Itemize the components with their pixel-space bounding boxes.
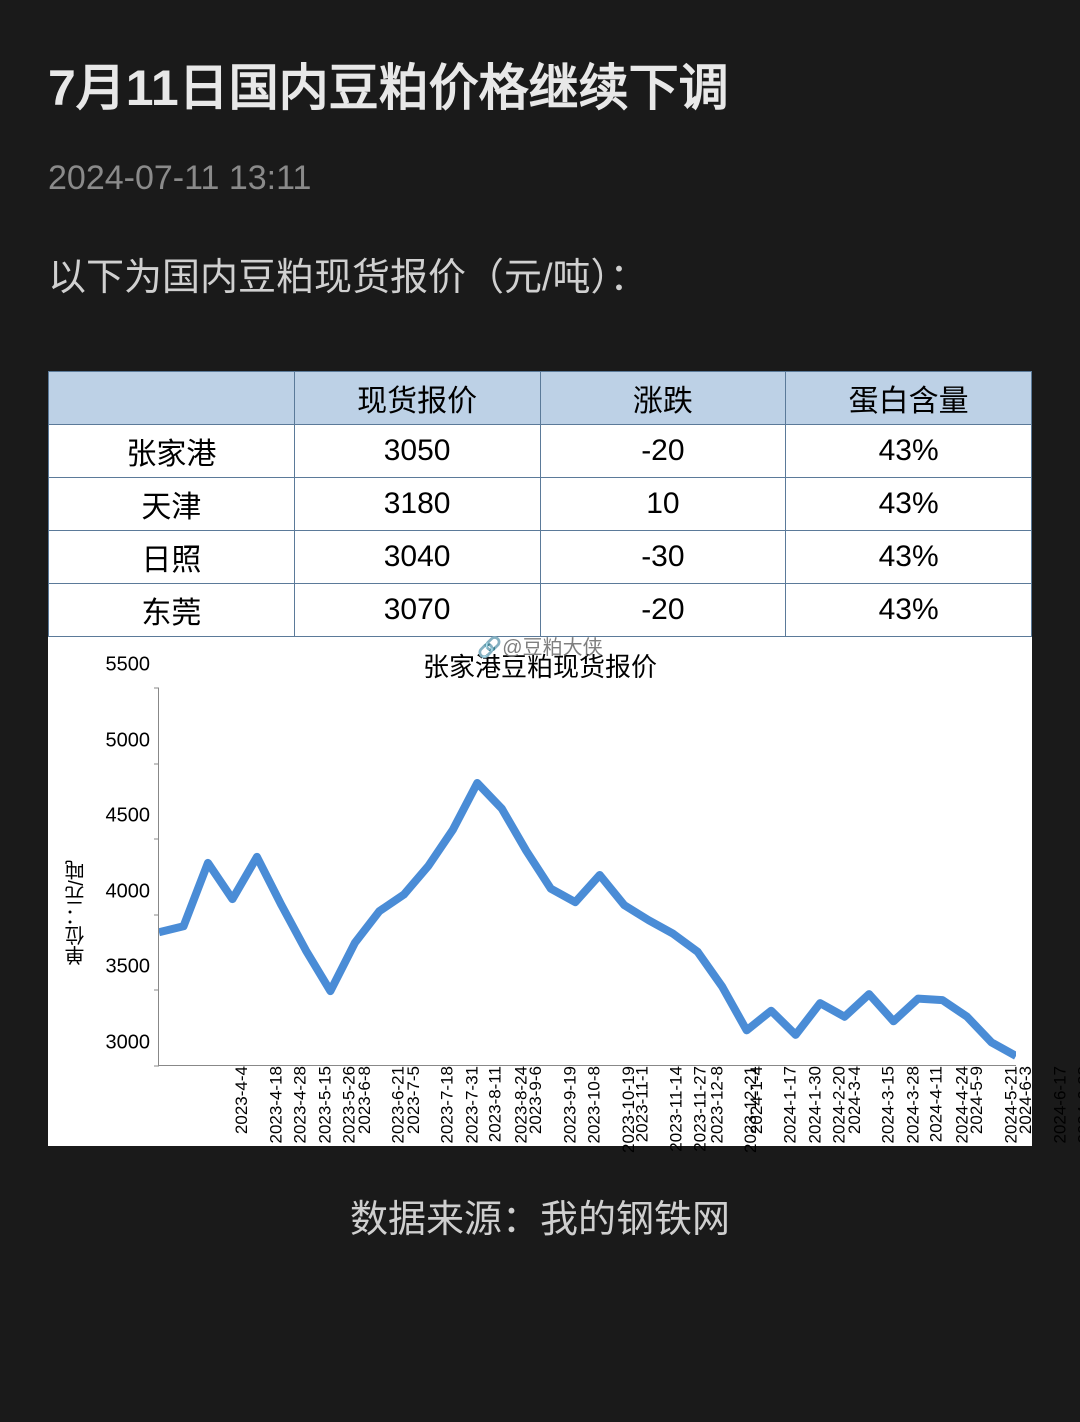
table-cell: -30	[540, 531, 786, 584]
x-tick-label: 2023-4-28	[291, 1066, 311, 1144]
x-tick-label: 2023-8-11	[485, 1066, 505, 1142]
table-header-cell: 蛋白含量	[786, 372, 1032, 425]
x-tick-label: 2024-6-17	[1050, 1066, 1070, 1144]
x-tick-label: 2023-7-31	[462, 1066, 482, 1144]
table-cell: 东莞	[49, 584, 295, 637]
table-header-cell	[49, 372, 295, 425]
table-row: 日照3040-3043%	[49, 531, 1032, 584]
timestamp: 2024-07-11 13:11	[48, 159, 1032, 198]
chart-plot	[158, 688, 1016, 1066]
table-cell: 43%	[786, 531, 1032, 584]
x-tick-label: 2023-12-8	[707, 1066, 727, 1144]
x-tick-label: 2023-4-4	[232, 1066, 252, 1134]
table-cell: 3050	[294, 425, 540, 478]
x-tick-label: 2023-9-19	[560, 1066, 580, 1144]
chart-container: 🔗@豆粕大侠 张家港豆粕现货报价 单位：元/吨 3000350040004500…	[48, 637, 1032, 1146]
y-tick-label: 4000	[106, 880, 151, 903]
x-tick-label: 2024-1-30	[805, 1066, 825, 1144]
x-tick-label: 2023-11-1	[632, 1066, 652, 1142]
x-tick-label: 2024-1-17	[781, 1066, 801, 1144]
table-cell: 10	[540, 478, 786, 531]
x-tick-label: 2023-7-18	[438, 1066, 458, 1144]
x-tick-label: 2024-3-15	[879, 1066, 899, 1144]
price-table: 现货报价涨跌蛋白含量 张家港3050-2043%天津31801043%日照304…	[48, 371, 1032, 637]
x-tick-label: 2023-10-8	[585, 1066, 605, 1144]
y-tick-label: 3500	[106, 956, 151, 979]
table-cell: -20	[540, 425, 786, 478]
table-cell: 3180	[294, 478, 540, 531]
y-ticks: 300035004000450050005500	[104, 688, 154, 1066]
watermark: 🔗@豆粕大侠	[477, 631, 602, 660]
x-tick-label: 2023-5-15	[315, 1066, 335, 1144]
table-cell: 43%	[786, 478, 1032, 531]
x-tick-label: 2024-4-11	[927, 1066, 947, 1142]
x-tick-label: 2024-3-4	[845, 1066, 865, 1134]
table-header-cell: 涨跌	[540, 372, 786, 425]
x-tick-label: 2024-3-28	[903, 1066, 923, 1144]
table-cell: 张家港	[49, 425, 295, 478]
y-axis-label: 单位：元/吨	[62, 860, 91, 966]
table-header-cell: 现货报价	[294, 372, 540, 425]
table-cell: 43%	[786, 584, 1032, 637]
data-source: 数据来源：我的钢铁网	[48, 1188, 1032, 1243]
table-row: 东莞3070-2043%	[49, 584, 1032, 637]
table-cell: -20	[540, 584, 786, 637]
x-tick-label: 2023-9-6	[526, 1066, 546, 1134]
table-cell: 日照	[49, 531, 295, 584]
table-row: 张家港3050-2043%	[49, 425, 1032, 478]
table-cell: 3040	[294, 531, 540, 584]
x-tick-label: 2024-6-28	[1075, 1066, 1080, 1144]
x-tick-label: 2023-11-14	[666, 1066, 686, 1152]
table-cell: 3070	[294, 584, 540, 637]
price-line	[159, 783, 1016, 1056]
chart-area: 单位：元/吨 300035004000450050005500 2023-4-4…	[56, 688, 1024, 1138]
x-ticks: 2023-4-42023-4-182023-4-282023-5-152023-…	[158, 1066, 1016, 1138]
x-tick-label: 2023-6-8	[355, 1066, 375, 1134]
y-tick-label: 5000	[106, 729, 151, 752]
table-cell: 天津	[49, 478, 295, 531]
page-title: 7月11日国内豆粕价格继续下调	[48, 56, 1032, 121]
x-tick-label: 2023-7-5	[404, 1066, 424, 1134]
y-tick-label: 5500	[106, 654, 151, 677]
y-tick-label: 4500	[106, 805, 151, 828]
x-tick-label: 2024-6-3	[1017, 1066, 1037, 1134]
x-tick-label: 2024-1-4	[747, 1066, 767, 1134]
content-block: 现货报价涨跌蛋白含量 张家港3050-2043%天津31801043%日照304…	[48, 371, 1032, 1146]
table-row: 天津31801043%	[49, 478, 1032, 531]
x-tick-label: 2023-4-18	[266, 1066, 286, 1144]
intro-text: 以下为国内豆粕现货报价（元/吨）：	[48, 246, 1032, 301]
y-tick-label: 3000	[106, 1032, 151, 1055]
table-cell: 43%	[786, 425, 1032, 478]
x-tick-label: 2024-5-9	[967, 1066, 987, 1134]
